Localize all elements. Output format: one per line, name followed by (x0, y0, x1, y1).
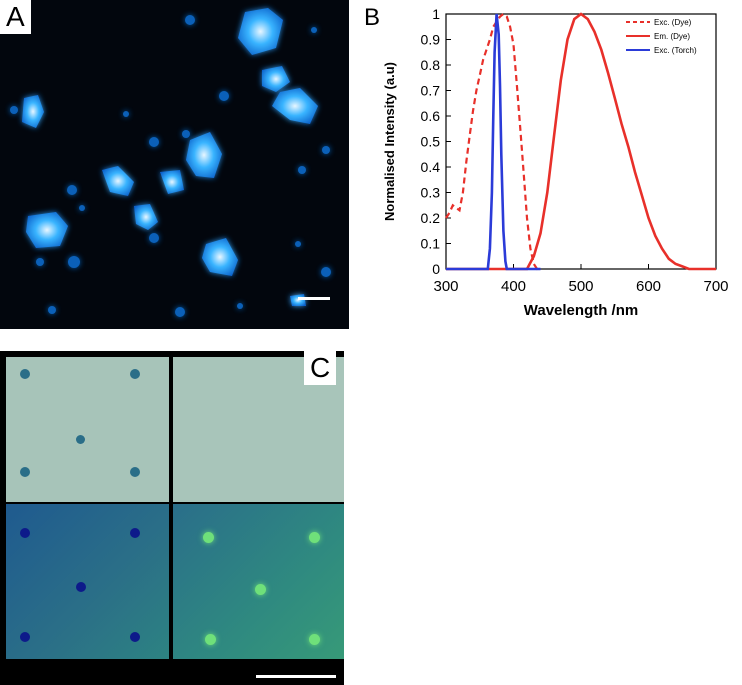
y-tick-label: 1 (432, 6, 440, 22)
crystal (262, 66, 290, 92)
y-tick-label: 0.4 (421, 159, 441, 175)
crystal (134, 204, 158, 230)
crystal (160, 170, 184, 194)
panel-a-label: A (0, 0, 31, 34)
crystal (202, 238, 238, 276)
x-tick-label: 500 (568, 278, 593, 295)
series-line (446, 12, 716, 271)
legend-entry: Em. (Dye) (654, 32, 690, 41)
y-tick-label: 0.2 (421, 210, 441, 226)
y-tick-label: 0.3 (421, 185, 441, 201)
spectra-chart: 0 0.1 0.2 0.3 0.4 0.5 0.6 0.7 0.8 0.9 1 300 400 500 60… (382, 6, 729, 319)
micrograph-image (10, 8, 331, 317)
plate-top-left (6, 357, 169, 502)
legend-entry: Exc. (Torch) (654, 46, 697, 55)
y-tick-label: 0.1 (421, 236, 441, 252)
series-line (445, 12, 541, 271)
crystal (272, 88, 318, 124)
panel-c-label: C (304, 351, 337, 385)
plate-bottom-left (6, 504, 169, 659)
legend-entry: Exc. (Dye) (654, 18, 692, 27)
y-tick-label: 0.7 (421, 83, 441, 99)
x-tick-label: 700 (703, 278, 728, 295)
x-tick-label: 600 (636, 278, 661, 295)
x-axis-label: Wavelength /nm (524, 302, 638, 319)
y-tick-label: 0.8 (421, 57, 441, 73)
crystal (26, 212, 68, 248)
crystal (238, 8, 283, 55)
crystal (22, 95, 44, 128)
panel-b-chart: 0 0.1 0.2 0.3 0.4 0.5 0.6 0.7 0.8 0.9 1 300 400 500 60… (358, 0, 742, 345)
crystal (186, 132, 222, 178)
panel-c-plates: C (0, 351, 344, 685)
y-tick-label: 0 (432, 261, 440, 277)
panel-a-micrograph: A (0, 0, 349, 329)
y-tick-label: 0.9 (421, 32, 441, 48)
scale-bar (256, 675, 336, 678)
series-line (446, 13, 541, 271)
scale-bar (298, 297, 330, 300)
panel-b-label: B (360, 4, 385, 32)
x-tick-label: 300 (433, 278, 458, 295)
y-tick-label: 0.5 (421, 134, 441, 150)
y-tick-label: 0.6 (421, 108, 441, 124)
plate-bottom-right (173, 504, 344, 659)
y-axis-label: Normalised Intensity (a.u) (382, 62, 397, 221)
crystal (102, 166, 134, 196)
x-tick-label: 400 (501, 278, 526, 295)
